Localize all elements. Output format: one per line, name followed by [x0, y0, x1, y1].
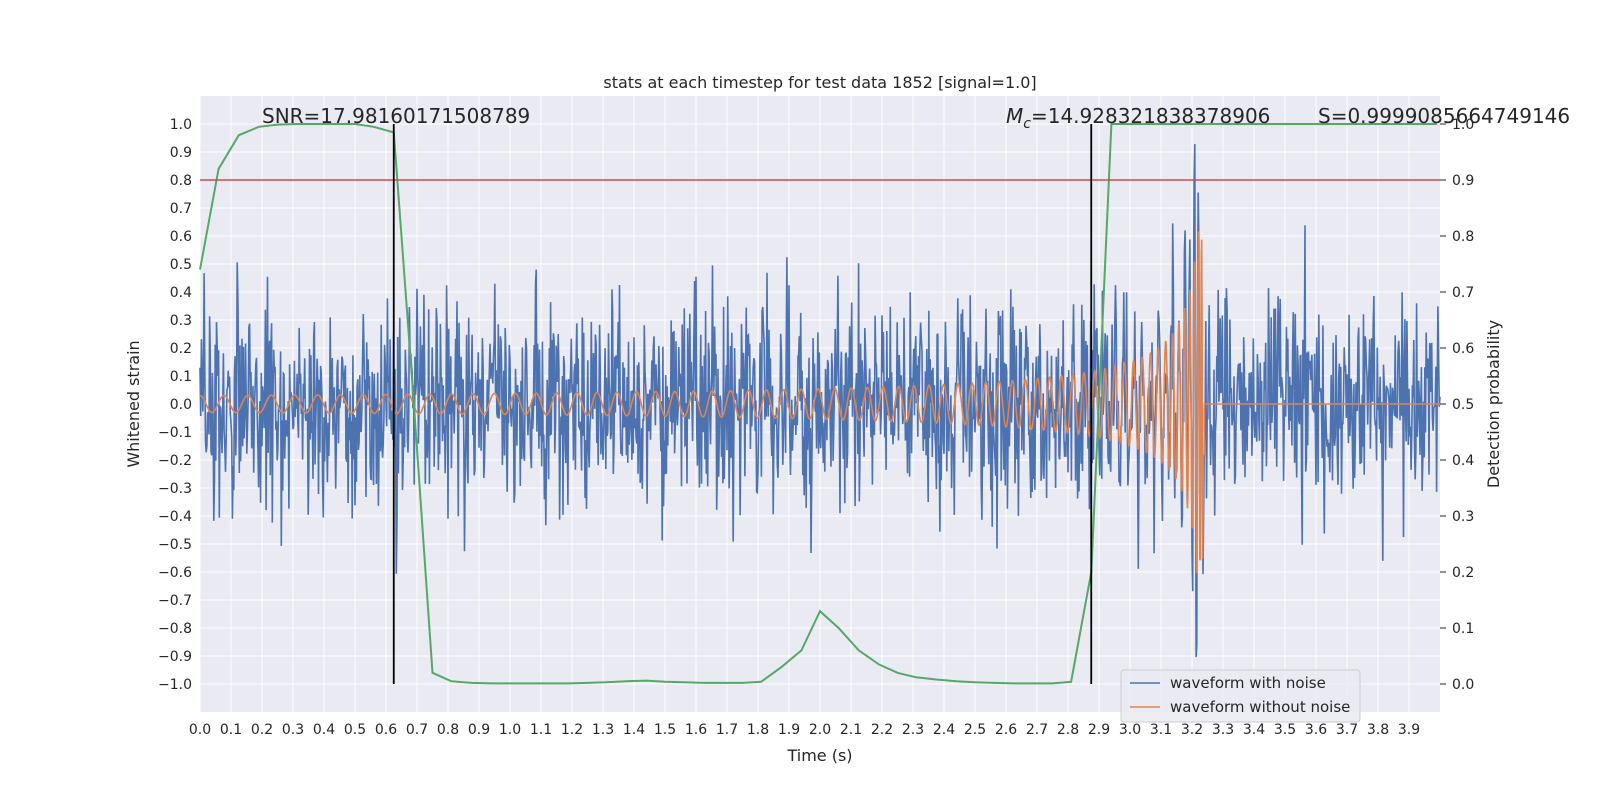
y-tick-label-left: −0.8 — [158, 621, 192, 637]
x-tick-label: 0.3 — [282, 722, 304, 738]
y-tick-label-right: 0.5 — [1452, 397, 1474, 413]
x-tick-label: 2.4 — [933, 722, 955, 738]
y-tick-label-left: 0.9 — [170, 145, 192, 161]
y-tick-label-left: 0.5 — [170, 257, 192, 273]
mc-value: =14.928321838378906 — [1031, 104, 1270, 128]
x-tick-label: 2.0 — [809, 722, 831, 738]
x-tick-label: 0.0 — [189, 722, 211, 738]
x-tick-label: 2.6 — [995, 722, 1017, 738]
y-tick-label-left: 0.0 — [170, 397, 192, 413]
y-tick-label-right: 0.9 — [1452, 173, 1474, 189]
x-tick-label: 3.7 — [1336, 722, 1358, 738]
y-tick-label-left: −0.3 — [158, 481, 192, 497]
y-tick-label-left: 0.1 — [170, 369, 192, 385]
y-tick-label-right: 0.1 — [1452, 621, 1474, 637]
x-tick-label: 0.8 — [437, 722, 459, 738]
y-tick-label-right: 0.2 — [1452, 565, 1474, 581]
x-tick-label: 0.9 — [468, 722, 490, 738]
y-tick-label-left: 0.8 — [170, 173, 192, 189]
clean-waveform-line — [199, 231, 1440, 574]
prob-layer — [199, 123, 1437, 685]
mc-symbol: M — [1006, 104, 1023, 128]
legend-label-noise: waveform with noise — [1170, 674, 1326, 692]
y-tick-label-right: 0.3 — [1452, 509, 1474, 525]
y-axis-label-right: Detection probability — [1484, 320, 1503, 488]
x-tick-label: 3.4 — [1243, 722, 1265, 738]
x-tick-label: 2.8 — [1057, 722, 1079, 738]
x-tick-label: 3.1 — [1150, 722, 1172, 738]
y-tick-label-left: −0.6 — [158, 565, 192, 581]
y-tick-label-left: 0.4 — [170, 285, 192, 301]
y-tick-label-right: 0.6 — [1452, 341, 1474, 357]
x-tick-label: 1.1 — [530, 722, 552, 738]
y-tick-label-left: −0.5 — [158, 537, 192, 553]
y-tick-label-right: 0.8 — [1452, 229, 1474, 245]
mc-subscript: c — [1023, 116, 1031, 132]
x-tick-label: 3.0 — [1119, 722, 1141, 738]
y-tick-label-left: 0.3 — [170, 313, 192, 329]
noisy-waveform-line — [199, 144, 1441, 658]
chirp-layer — [199, 231, 1440, 574]
x-tick-label: 1.9 — [778, 722, 800, 738]
x-tick-label: 3.2 — [1181, 722, 1203, 738]
x-tick-label: 0.4 — [313, 722, 335, 738]
y-tick-label-left: −0.4 — [158, 509, 192, 525]
x-tick-label: 1.5 — [654, 722, 676, 738]
x-tick-label: 0.2 — [251, 722, 273, 738]
x-tick-label: 3.5 — [1274, 722, 1296, 738]
x-tick-label: 1.0 — [499, 722, 521, 738]
x-tick-label: 1.7 — [716, 722, 738, 738]
tick-labels: 0.0 0.1 0.2 0.3 0.4 0.5 0.6 0.7 0.8 0.9 1.0 1.1 1.2 1… — [158, 117, 1474, 738]
x-tick-label: 2.2 — [871, 722, 893, 738]
x-tick-label: 3.9 — [1398, 722, 1420, 738]
x-tick-label: 1.8 — [747, 722, 769, 738]
x-tick-label: 0.7 — [406, 722, 428, 738]
y-tick-label-left: −0.9 — [158, 649, 192, 665]
y-tick-label-left: −1.0 — [158, 677, 192, 693]
x-tick-label: 3.6 — [1305, 722, 1327, 738]
x-tick-label: 2.7 — [1026, 722, 1048, 738]
y-tick-label-right: 0.7 — [1452, 285, 1474, 301]
x-tick-label: 3.8 — [1367, 722, 1389, 738]
y-tick-label-left: 0.6 — [170, 229, 192, 245]
y-tick-label-left: 0.7 — [170, 201, 192, 217]
y-tick-label-right: 1.0 — [1452, 117, 1474, 133]
y-tick-label-right: 0.4 — [1452, 453, 1474, 469]
y-axis-label-left: Whitened strain — [124, 340, 143, 467]
y-tick-label-left: −0.7 — [158, 593, 192, 609]
y-tick-label-right: 0.0 — [1452, 677, 1474, 693]
x-tick-label: 0.5 — [344, 722, 366, 738]
x-tick-label: 1.6 — [685, 722, 707, 738]
snr-annotation: SNR=17.98160171508789 — [262, 104, 530, 128]
y-tick-label-left: −0.2 — [158, 453, 192, 469]
x-tick-label: 1.2 — [561, 722, 583, 738]
s-annotation: S=0.9999085664749146 — [1318, 104, 1570, 128]
x-tick-label: 0.6 — [375, 722, 397, 738]
y-tick-label-left: −0.1 — [158, 425, 192, 441]
y-tick-label-left: 1.0 — [170, 117, 192, 133]
x-tick-label: 1.3 — [592, 722, 614, 738]
noise-layer — [199, 144, 1441, 658]
y-tick-label-left: 0.2 — [170, 341, 192, 357]
detection-probability-line — [199, 123, 1437, 685]
x-tick-label: 3.3 — [1212, 722, 1234, 738]
x-tick-label: 2.9 — [1088, 722, 1110, 738]
legend-label-clean: waveform without noise — [1170, 698, 1350, 716]
x-tick-label: 1.4 — [623, 722, 645, 738]
reference-lines — [200, 124, 1440, 684]
x-tick-label: 2.1 — [840, 722, 862, 738]
x-axis-label: Time (s) — [786, 746, 852, 765]
legend-box — [1120, 669, 1361, 723]
chart-title: stats at each timestep for test data 185… — [603, 73, 1036, 92]
x-tick-label: 0.1 — [220, 722, 242, 738]
x-tick-label: 2.5 — [964, 722, 986, 738]
legend: waveform with noise waveform without noi… — [1120, 669, 1361, 723]
x-tick-label: 2.3 — [902, 722, 924, 738]
mc-annotation: Mc=14.928321838378906 — [1006, 104, 1270, 132]
